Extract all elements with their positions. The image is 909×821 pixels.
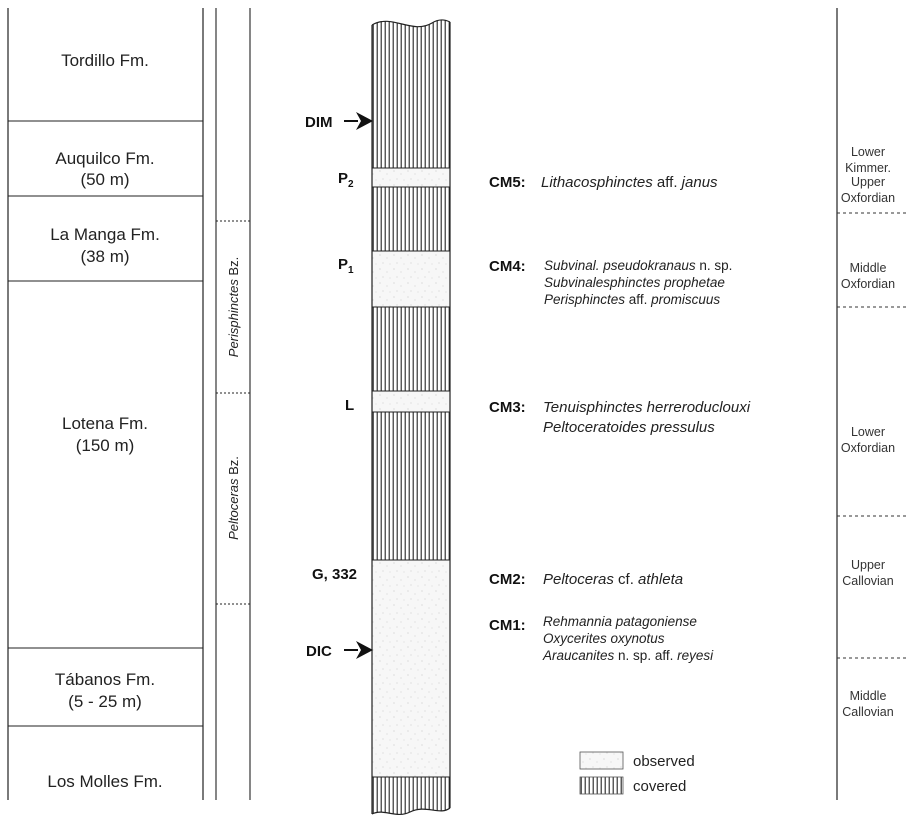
formation-la-manga-thickness: (38 m) <box>80 247 129 266</box>
formation-lotena: Lotena Fm. <box>62 414 148 433</box>
covered-segment-4 <box>372 412 450 560</box>
taxon-line: Subvinal. pseudokranaus n. sp. <box>544 258 732 273</box>
dic-label: DIC <box>306 643 332 660</box>
dic-marker: DIC <box>306 641 373 660</box>
stage-upper-oxfordian: Upper Oxfordian <box>841 175 895 205</box>
stage-middle-callovian: Middle Callovian <box>842 689 893 719</box>
legend-covered-swatch <box>579 776 624 795</box>
covered-segment-bottom <box>372 777 450 815</box>
biozone-peltoceras: Peltoceras Bz. <box>226 456 241 540</box>
taxon-line: Tenuisphinctes herreroduclouxi <box>543 399 751 416</box>
taxon-line: Araucanites n. sp. aff. reyesi <box>542 648 714 663</box>
taxon-line: Rehmannia patagoniense <box>543 614 697 629</box>
assemblage-code: CM1: <box>489 617 526 634</box>
formation-lotena-thickness: (150 m) <box>76 436 135 455</box>
dim-label: DIM <box>305 114 333 131</box>
taxon-line: Perisphinctes aff. promiscuus <box>544 292 720 307</box>
formation-auquilco: Auquilco Fm. <box>55 149 154 168</box>
taxon-line: Oxycerites oxynotus <box>543 631 665 646</box>
observed-segment-p1 <box>372 251 450 307</box>
formation-la-manga: La Manga Fm. <box>50 225 160 244</box>
legend-covered-label: covered <box>633 778 686 795</box>
stage-column: Lower Kimmer. Upper Oxfordian Middle Oxford… <box>836 8 907 800</box>
observed-segment-lower <box>372 560 450 777</box>
assemblage-cm2: CM2: Peltoceras cf. athleta <box>489 571 683 588</box>
assemblage-code: CM5: <box>489 174 526 191</box>
legend-observed-swatch <box>579 751 624 770</box>
formation-tabanos-thickness: (5 - 25 m) <box>68 692 142 711</box>
taxon-line: Subvinalesphinctes prophetae <box>544 275 725 290</box>
formation-auquilco-thickness: (50 m) <box>80 170 129 189</box>
stage-lower-kimmeridgian: Lower Kimmer. <box>845 145 891 175</box>
observed-segment-l <box>372 391 450 412</box>
assemblage-cm5: CM5: Lithacosphinctes aff. janus <box>489 174 718 191</box>
taxon-line: Peltoceratoides pressulus <box>543 419 715 436</box>
biozone-column: Perisphinctes Bz. Peltoceras Bz. <box>215 8 251 800</box>
assemblage-cm4: CM4: Subvinal. pseudokranaus n. sp. Subv… <box>489 258 732 307</box>
biozone-perisphinctes: Perisphinctes Bz. <box>226 257 241 357</box>
taxon-line: Lithacosphinctes aff. janus <box>541 174 718 191</box>
assemblage-code: CM3: <box>489 399 526 416</box>
assemblage-cm3: CM3: Tenuisphinctes herreroduclouxi Pelt… <box>489 399 751 436</box>
stage-upper-callovian: Upper Callovian <box>842 558 893 588</box>
stage-middle-oxfordian: Middle Oxfordian <box>841 261 895 291</box>
level-p1: P1 <box>338 256 354 276</box>
legend-observed-label: observed <box>633 753 695 770</box>
dim-arrow-icon <box>356 112 373 130</box>
level-g332: G, 332 <box>312 566 357 583</box>
dim-marker: DIM <box>305 112 373 131</box>
formation-los-molles: Los Molles Fm. <box>47 772 162 791</box>
formation-column: Tordillo Fm. Auquilco Fm. (50 m) La Mang… <box>7 8 204 800</box>
lithologic-column <box>371 19 451 816</box>
level-p2: P2 <box>338 170 354 190</box>
formation-tabanos: Tábanos Fm. <box>55 670 155 689</box>
taxon-line: Peltoceras cf. athleta <box>543 571 683 588</box>
level-labels: P2 P1 L G, 332 <box>312 170 357 583</box>
assemblage-code: CM2: <box>489 571 526 588</box>
covered-segment-3 <box>372 307 450 391</box>
observed-segment-p2 <box>372 168 450 187</box>
level-l: L <box>345 397 354 414</box>
assemblage-code: CM4: <box>489 258 526 275</box>
covered-segment-top <box>372 19 450 169</box>
assemblage-cm1: CM1: Rehmannia patagoniense Oxycerites o… <box>489 614 714 663</box>
legend: observed covered <box>579 751 695 795</box>
covered-segment-2 <box>372 187 450 251</box>
formation-tordillo: Tordillo Fm. <box>61 51 149 70</box>
stage-lower-oxfordian: Lower Oxfordian <box>841 425 895 455</box>
dic-arrow-icon <box>356 641 373 659</box>
